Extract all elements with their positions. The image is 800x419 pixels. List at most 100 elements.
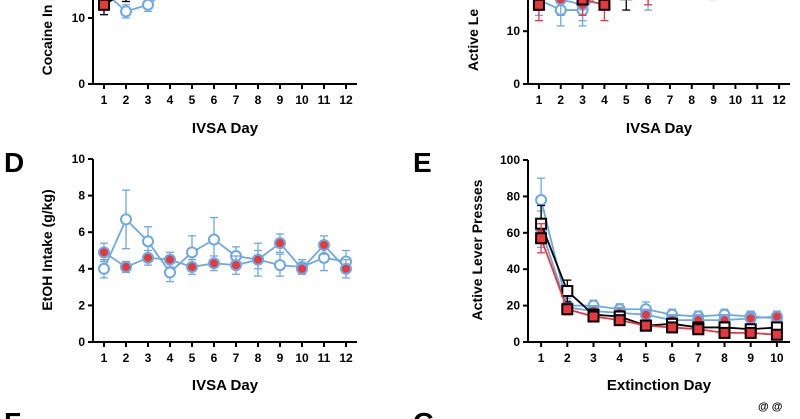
x-tick-label: 11 [751, 93, 764, 107]
x-tick-label: 10 [729, 93, 743, 107]
x-tick-label: 5 [623, 93, 630, 107]
x-tick-label: 1 [536, 93, 543, 107]
x-tick-label: 1 [101, 351, 108, 365]
series-line [559, 0, 591, 6]
y-tick-label: 10 [72, 11, 86, 25]
data-point [98, 246, 110, 259]
x-tick-label: 7 [233, 93, 240, 107]
data-point [208, 233, 220, 246]
data-point [120, 213, 132, 226]
data-point [164, 266, 176, 279]
data-point [744, 312, 757, 325]
series-line [111, 0, 156, 13]
x-tick-label: 11 [318, 351, 331, 365]
y-tick-label: 0 [78, 335, 85, 349]
data-point [532, 0, 545, 11]
x-tick-label: 10 [295, 351, 309, 365]
panel-label-g: G [413, 407, 435, 419]
series-blue-red-circle [122, 0, 130, 3]
data-point [186, 260, 198, 273]
x-tick-label: 10 [770, 351, 784, 365]
x-tick-label: 9 [710, 93, 717, 107]
data-point [208, 257, 220, 270]
x-tick-label: 6 [645, 93, 652, 107]
x-tick-label: 3 [590, 351, 597, 365]
x-tick-label: 6 [211, 93, 218, 107]
x-tick-label: 9 [277, 93, 284, 107]
series-blue-open-circle [535, 177, 783, 325]
data-point [692, 323, 705, 336]
x-tick-label: 12 [772, 93, 786, 107]
series-red-filled-square [532, 0, 653, 22]
data-point [120, 5, 132, 18]
x-tick-label: 3 [579, 93, 586, 107]
x-tick-label: 12 [339, 351, 353, 365]
data-point [296, 262, 308, 275]
x-tick-label: 4 [601, 93, 608, 107]
data-point [639, 319, 652, 332]
y-tick-label: 10 [507, 24, 521, 38]
x-tick-label: 4 [167, 93, 174, 107]
x-tick-label: 8 [255, 351, 262, 365]
x-tick-label: 2 [123, 351, 130, 365]
x-tick-label: 9 [747, 351, 754, 365]
data-point [718, 326, 731, 339]
series-line [540, 237, 777, 336]
series-line [538, 0, 595, 11]
chart-e-extinction: 0 20 40 60 80 100 1 2 3 4 5 6 7 8 9 10 Extinction Day Act… [469, 153, 790, 394]
data-point [340, 262, 352, 275]
data-point [142, 251, 154, 264]
y-tick-label: 0 [513, 77, 520, 91]
x-tick-label: 12 [339, 93, 353, 107]
series-black-open-square [100, 0, 108, 6]
x-tick-label: 7 [233, 351, 240, 365]
y-axis-title: Active Lever Presses [469, 179, 485, 320]
x-tick-label: 3 [145, 351, 152, 365]
y-tick-label: 60 [507, 226, 521, 240]
x-tick-label: 4 [167, 351, 174, 365]
data-point [274, 237, 286, 250]
data-point [535, 194, 548, 207]
panel-label-d: D [4, 147, 24, 178]
panel-label-e: E [413, 147, 432, 178]
data-point [252, 253, 264, 266]
x-tick-label: 8 [255, 93, 262, 107]
x-tick-label: 3 [145, 93, 152, 107]
x-tick-label: 6 [211, 351, 218, 365]
y-axis-title: EtOH Intake (g/kg) [39, 189, 55, 310]
x-tick-label: 11 [318, 93, 331, 107]
x-tick-label: 8 [688, 93, 695, 107]
y-tick-label: 4 [78, 262, 85, 276]
y-tick-label: 2 [78, 298, 85, 312]
series-blue-open-circle [98, 189, 352, 283]
y-tick-label: 10 [72, 152, 86, 166]
y-tick-label: 100 [500, 153, 520, 167]
x-tick-label: 1 [101, 93, 108, 107]
x-tick-label: 2 [557, 93, 564, 107]
x-tick-label: 5 [189, 351, 196, 365]
data-point [318, 239, 330, 252]
data-point [554, 0, 567, 6]
data-point [613, 314, 626, 327]
y-tick-label: 20 [507, 299, 521, 313]
panel-label-f: F [4, 407, 21, 419]
x-axis-title: IVSA Day [626, 120, 693, 137]
y-tick-label: 6 [78, 225, 85, 239]
x-tick-label: 7 [667, 93, 674, 107]
data-point [142, 235, 154, 248]
data-point [230, 259, 242, 272]
data-point [535, 232, 548, 245]
data-point [666, 321, 679, 334]
x-tick-label: 5 [189, 93, 196, 107]
x-tick-label: 7 [695, 351, 702, 365]
x-tick-label: 4 [616, 351, 623, 365]
data-point [186, 246, 198, 259]
x-tick-label: 2 [564, 351, 571, 365]
y-tick-label: 0 [513, 335, 520, 349]
x-tick-label: 10 [295, 93, 309, 107]
x-axis-title: IVSA Day [192, 377, 259, 394]
data-point [770, 310, 783, 323]
data-point [98, 0, 110, 11]
